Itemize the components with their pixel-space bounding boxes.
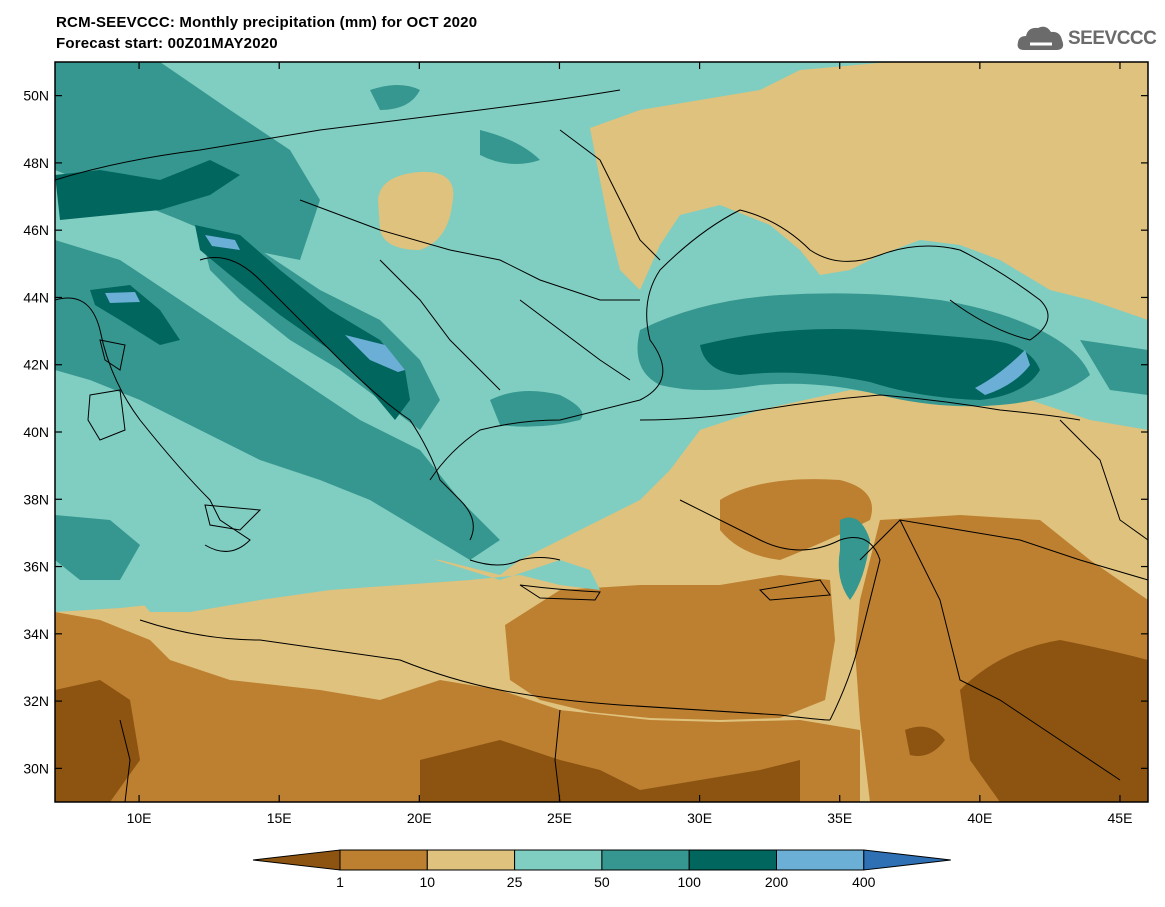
region-10-25 [590, 62, 1148, 320]
region-200-400 [975, 350, 1030, 395]
lon-tick-label: 20E [407, 810, 432, 826]
colorbar [252, 849, 951, 871]
region-200-400 [345, 335, 405, 372]
lat-tick-label: 36N [23, 559, 49, 575]
colorbar-threshold-label: 100 [677, 874, 701, 890]
region-50-100 [1080, 340, 1148, 395]
lat-tick-label: 34N [23, 626, 49, 642]
region-1-10 [505, 575, 835, 720]
region-1-10 [720, 479, 872, 560]
colorbar-threshold-label: 200 [764, 874, 789, 890]
region-1-10 [55, 612, 860, 802]
lat-tick-label: 32N [23, 693, 49, 709]
lon-tick-label: 25E [547, 810, 572, 826]
region-50-100 [370, 85, 420, 110]
colorbar-bin [426, 849, 516, 871]
colorbar-threshold-label: 10 [419, 874, 436, 890]
region-50-100 [55, 62, 320, 260]
lat-tick-label: 40N [23, 424, 49, 440]
region-below-1 [55, 680, 140, 802]
colorbar-threshold-label: 25 [506, 874, 523, 890]
region-100-200 [700, 329, 1040, 400]
colorbar-threshold-label: 50 [594, 874, 610, 890]
seevccc-logo: SEEVCCC [1016, 22, 1157, 56]
cloud-icon [1017, 26, 1064, 50]
lat-tick-label: 30N [23, 760, 49, 776]
logo-text: SEEVCCC [1068, 28, 1157, 49]
lon-tick-label: 30E [687, 810, 712, 826]
colorbar-threshold-label: 1 [336, 874, 344, 890]
country-borders [55, 89, 1148, 802]
region-below-1 [960, 640, 1148, 802]
forecast-start-label: Forecast start: 00Z01MAY2020 [56, 35, 278, 52]
latitude-axis: 30N 32N 34N 36N 38N 40N 42N 44N 46N 48N 50N [23, 88, 1148, 776]
lat-tick-label: 42N [23, 357, 49, 373]
lat-tick-label: 48N [23, 155, 49, 171]
lat-tick-label: 44N [23, 289, 49, 305]
colorbar-threshold-label: 400 [852, 874, 876, 890]
region-200-400 [205, 235, 240, 250]
colorbar-bin [601, 849, 690, 871]
region-below-1 [905, 726, 945, 756]
map-title: RCM-SEEVCCC: Monthly precipitation (mm) … [56, 14, 478, 31]
longitude-axis: 10E 15E 20E 25E 30E 35E 40E 45E [127, 62, 1133, 826]
lat-tick-label: 46N [23, 222, 49, 238]
lat-tick-label: 38N [23, 491, 49, 507]
lon-tick-label: 45E [1108, 810, 1133, 826]
colorbar-underflow-triangle [252, 849, 341, 871]
lon-tick-label: 40E [967, 810, 992, 826]
lon-tick-label: 15E [267, 810, 292, 826]
colorbar-bin [514, 849, 603, 871]
region-50-100 [480, 130, 540, 164]
colorbar-bin [688, 849, 778, 871]
region-200-400 [105, 292, 140, 303]
colorbar-bin [776, 849, 865, 871]
colorbar-bin [339, 849, 428, 871]
region-100-200 [55, 160, 240, 220]
region-25-50 [140, 555, 600, 612]
region-below-1 [420, 740, 800, 802]
lon-tick-label: 35E [827, 810, 852, 826]
lon-tick-label: 10E [127, 810, 152, 826]
region-50-100 [490, 391, 583, 427]
lat-tick-label: 50N [23, 88, 49, 104]
region-50-100 [55, 515, 140, 580]
region-10-25 [378, 171, 454, 250]
colorbar-overflow-triangle [863, 849, 951, 871]
